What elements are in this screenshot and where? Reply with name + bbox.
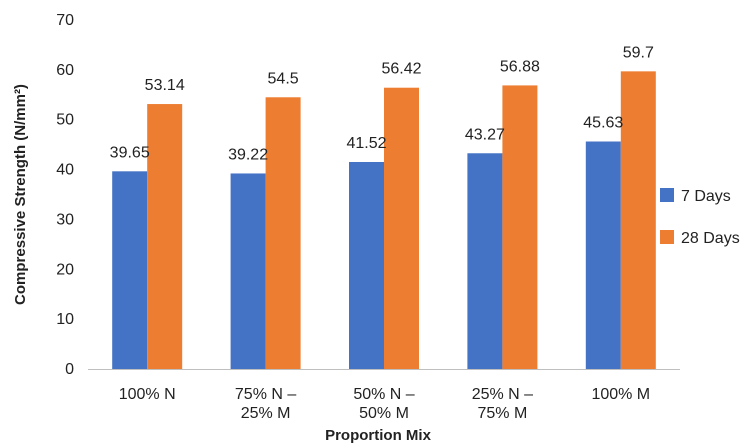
bar-series-2 — [265, 97, 301, 370]
y-axis-title: Compressive Strength (N/mm²) — [12, 84, 29, 305]
data-label: 59.7 — [623, 44, 654, 61]
data-label: 56.42 — [381, 61, 421, 78]
data-label: 54.5 — [268, 70, 299, 87]
bars — [112, 71, 656, 370]
x-tick-label: 75% N –25% M — [235, 386, 296, 422]
legend-swatch — [660, 188, 674, 202]
y-tick-label: 50 — [56, 112, 74, 129]
x-axis-ticks: 100% N 75% N –25% M 50% N –50% M 25% N –75%… — [119, 386, 650, 422]
data-label: 39.22 — [228, 146, 268, 163]
x-axis-title: Proportion Mix — [325, 427, 431, 444]
bar-series-2 — [384, 87, 419, 370]
legend-label: 28 Days — [681, 230, 740, 247]
y-tick-label: 30 — [56, 211, 74, 228]
x-tick-label: 100% N — [119, 386, 176, 403]
data-label: 41.52 — [346, 135, 386, 152]
y-tick-label: 60 — [56, 62, 74, 79]
data-label: 53.14 — [145, 77, 185, 94]
x-tick-label: 100% M — [591, 386, 650, 403]
data-label: 43.27 — [465, 126, 505, 143]
y-axis-ticks: 0 10 20 30 40 50 60 70 — [56, 12, 74, 378]
bar-series-1 — [585, 141, 621, 369]
data-label: 39.65 — [110, 144, 150, 161]
bar-series-1 — [467, 153, 503, 369]
y-tick-label: 40 — [56, 162, 74, 179]
data-labels: 39.65 53.14 39.22 54.5 41.52 56.42 43.27 56.88 4… — [110, 44, 654, 163]
legend-swatch — [660, 230, 674, 244]
y-tick-label: 20 — [56, 261, 74, 278]
y-tick-label: 0 — [65, 361, 74, 378]
x-tick-label: 25% N –75% M — [472, 386, 533, 422]
data-label: 45.63 — [583, 115, 623, 132]
bar-series-1 — [349, 161, 384, 369]
legend-label: 7 Days — [681, 188, 731, 205]
bar-series-1 — [112, 171, 148, 369]
bar-series-2 — [502, 85, 538, 370]
bar-series-2 — [620, 71, 656, 370]
bar-series-2 — [147, 104, 183, 369]
data-label: 56.88 — [500, 58, 540, 75]
x-tick-label: 50% N –50% M — [353, 386, 414, 422]
bar-series-1 — [230, 173, 266, 369]
legend: 7 Days 28 Days — [660, 188, 740, 247]
y-tick-label: 10 — [56, 311, 74, 328]
y-tick-label: 70 — [56, 12, 74, 29]
